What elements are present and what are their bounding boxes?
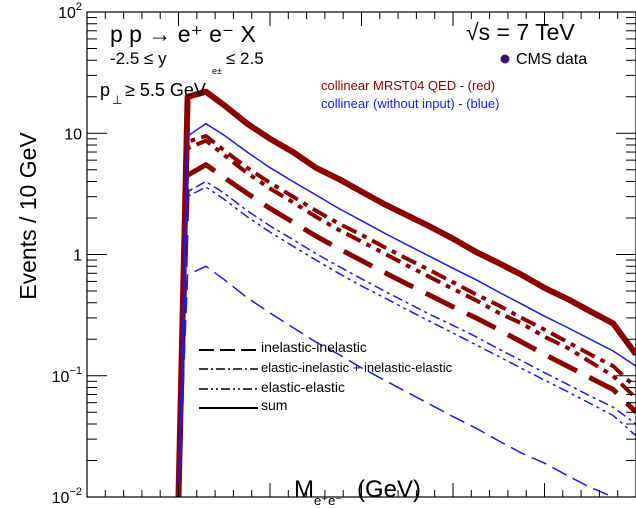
x-axis-label-sub: e⁺e⁻ (314, 493, 342, 508)
x-tick-label: 60 (627, 506, 636, 508)
x-axis-label-main: M (294, 476, 314, 503)
x-tick-label: 10 (170, 506, 188, 508)
rapidity-subscript: e± (212, 66, 222, 76)
legend-label-sum: sum (261, 397, 287, 413)
pt-label: p (100, 80, 110, 100)
pt-cut: ≥ 5.5 GeV (125, 80, 206, 100)
x-axis-label-unit: (GeV) (357, 476, 421, 503)
rapidity-label: -2.5 ≤ y (110, 49, 167, 68)
cms-data-label: CMS data (516, 51, 587, 68)
y-tick-label: 1 (73, 248, 82, 265)
y-tick-label: 10 (64, 126, 82, 143)
legend-label-elastic-inelastic: elastic-inelastic + inelastic-elastic (261, 360, 453, 375)
series-line-3 (176, 162, 636, 497)
y-tick-label: 10−2 (52, 486, 82, 507)
x-tick-label: 0 (83, 506, 92, 508)
series-line-2 (176, 138, 636, 497)
y-tick-label: 102 (58, 1, 82, 22)
series-line-1 (176, 134, 636, 497)
series-line-5 (177, 180, 636, 497)
rapidity-limit: ≤ 2.5 (226, 49, 264, 68)
x-tick-label: 30 (353, 506, 371, 508)
y-axis-title: Events / 10 GeV (15, 132, 41, 300)
energy-label: √s = 7 TeV (466, 19, 575, 45)
series-line-4 (177, 122, 636, 497)
red-note: collinear MRST04 QED - (red) (321, 78, 495, 93)
legend: inelastic-inelastic elastic-inelastic + … (199, 339, 453, 413)
legend-label-elastic-elastic: elastic-elastic (261, 379, 345, 395)
legend-label-inelastic-inelastic: inelastic-inelastic (261, 339, 367, 355)
blue-note: collinear (without input) - (blue) (321, 96, 499, 111)
x-axis-label: M e⁺e⁻ (GeV) (294, 476, 421, 508)
series-line-0 (175, 88, 636, 497)
x-tick-label: 20 (261, 506, 279, 508)
cms-data-marker (500, 54, 510, 64)
pt-subscript: ⊥ (112, 93, 122, 107)
x-tick-label: 40 (444, 506, 462, 508)
series-line-7 (177, 265, 615, 497)
x-tick-label: 50 (536, 506, 554, 508)
series-line-6 (177, 186, 636, 497)
y-tick-label: 10−1 (52, 365, 82, 386)
process-label: p p → e⁺ e⁻ X (110, 21, 256, 47)
